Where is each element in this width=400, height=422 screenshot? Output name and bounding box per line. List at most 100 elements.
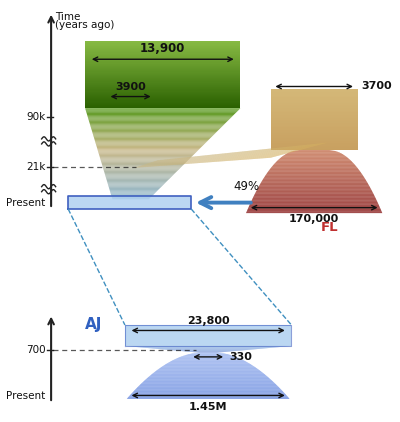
Polygon shape [98, 151, 197, 153]
Polygon shape [224, 148, 273, 161]
Polygon shape [167, 156, 202, 165]
Polygon shape [85, 87, 240, 88]
Polygon shape [192, 353, 224, 354]
Polygon shape [271, 99, 358, 100]
Text: 3700: 3700 [362, 81, 392, 92]
Polygon shape [85, 51, 240, 52]
Polygon shape [249, 145, 304, 160]
Polygon shape [85, 41, 240, 42]
Polygon shape [85, 59, 240, 60]
Polygon shape [200, 151, 242, 163]
Polygon shape [101, 161, 188, 162]
Polygon shape [85, 94, 240, 95]
Polygon shape [85, 49, 240, 50]
Polygon shape [162, 157, 195, 166]
Polygon shape [256, 190, 372, 191]
Polygon shape [85, 85, 240, 86]
Polygon shape [85, 88, 240, 89]
Polygon shape [172, 155, 209, 165]
Polygon shape [85, 102, 240, 103]
Polygon shape [271, 109, 358, 111]
Polygon shape [140, 159, 168, 168]
Polygon shape [151, 374, 266, 375]
Polygon shape [85, 78, 240, 79]
Polygon shape [68, 196, 191, 209]
Polygon shape [262, 180, 366, 181]
Polygon shape [254, 195, 374, 196]
Polygon shape [96, 146, 202, 147]
Polygon shape [257, 189, 372, 190]
Polygon shape [275, 162, 353, 163]
Polygon shape [85, 77, 240, 78]
Polygon shape [251, 201, 378, 202]
Polygon shape [85, 61, 240, 62]
Polygon shape [271, 135, 358, 137]
Polygon shape [271, 141, 358, 143]
Polygon shape [85, 57, 240, 58]
Polygon shape [208, 150, 253, 162]
Polygon shape [160, 367, 256, 368]
Polygon shape [276, 161, 352, 162]
Polygon shape [88, 117, 231, 119]
Polygon shape [256, 191, 372, 192]
Polygon shape [102, 166, 182, 168]
Polygon shape [132, 392, 285, 393]
Polygon shape [186, 354, 230, 355]
Polygon shape [258, 188, 371, 189]
Polygon shape [249, 206, 380, 207]
Polygon shape [100, 156, 192, 157]
Text: 3900: 3900 [115, 82, 146, 92]
Polygon shape [249, 205, 379, 206]
Polygon shape [100, 158, 190, 160]
Polygon shape [271, 94, 358, 95]
Polygon shape [85, 54, 240, 56]
Polygon shape [85, 90, 240, 92]
Polygon shape [170, 155, 205, 165]
Polygon shape [85, 93, 240, 94]
Polygon shape [293, 150, 335, 151]
Polygon shape [260, 183, 368, 184]
Polygon shape [250, 202, 378, 203]
Polygon shape [170, 361, 247, 362]
Polygon shape [85, 60, 240, 61]
Polygon shape [232, 147, 283, 161]
Polygon shape [88, 116, 232, 117]
Polygon shape [104, 172, 176, 173]
Polygon shape [134, 390, 282, 391]
Polygon shape [142, 159, 171, 167]
Polygon shape [85, 73, 240, 75]
Polygon shape [230, 148, 280, 161]
Polygon shape [283, 155, 345, 156]
Polygon shape [271, 97, 358, 99]
Polygon shape [270, 168, 358, 169]
Polygon shape [85, 79, 240, 80]
Polygon shape [291, 151, 338, 152]
Polygon shape [129, 396, 288, 397]
Polygon shape [105, 174, 174, 176]
Polygon shape [155, 371, 262, 372]
Polygon shape [216, 149, 263, 162]
Polygon shape [130, 395, 287, 396]
Polygon shape [192, 152, 232, 164]
Polygon shape [130, 394, 286, 395]
Polygon shape [235, 147, 286, 160]
Polygon shape [271, 100, 358, 102]
Polygon shape [271, 106, 358, 108]
Polygon shape [140, 384, 276, 385]
Polygon shape [246, 211, 382, 212]
Polygon shape [273, 164, 355, 165]
Polygon shape [94, 137, 212, 138]
Polygon shape [85, 67, 240, 68]
Polygon shape [85, 58, 240, 59]
Polygon shape [104, 170, 178, 171]
Polygon shape [254, 196, 375, 197]
Polygon shape [262, 143, 320, 158]
Polygon shape [98, 149, 199, 150]
Polygon shape [271, 114, 358, 115]
Polygon shape [137, 387, 280, 388]
Polygon shape [271, 149, 358, 150]
Text: 700: 700 [26, 345, 46, 355]
Polygon shape [260, 184, 369, 185]
Polygon shape [85, 43, 240, 45]
Polygon shape [271, 120, 358, 122]
